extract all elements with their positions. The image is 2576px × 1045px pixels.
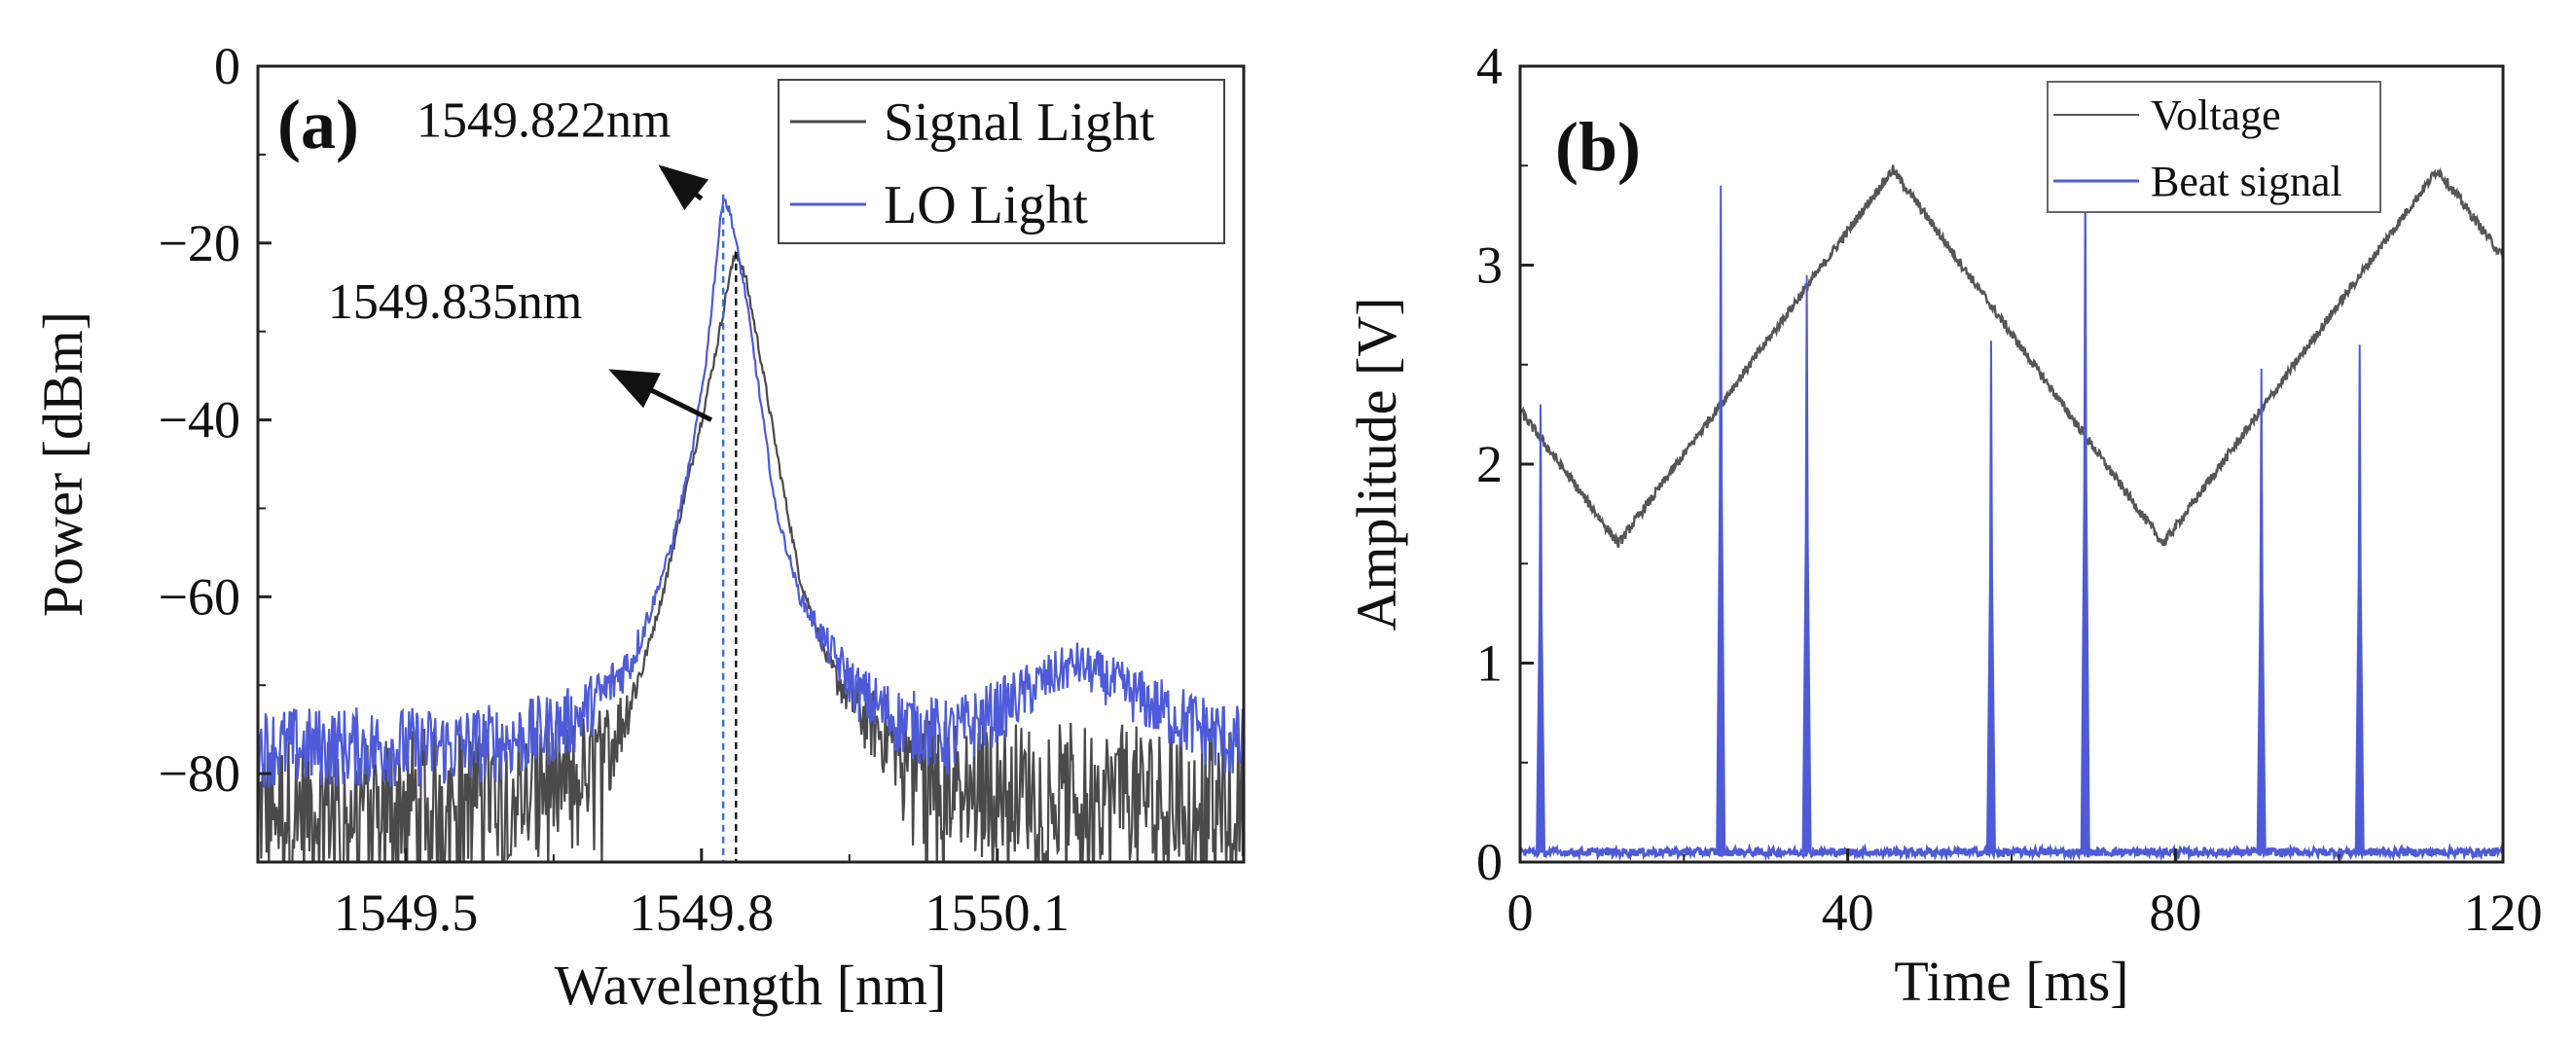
panel-a-xlabel: Wavelength [nm] [555,954,947,1017]
series-line-signal-light [258,250,1244,862]
panel-b-xtick-label: 40 [1822,883,1874,942]
legend-label-beat-signal: Beat signal [2151,158,2342,205]
beat-signal-peak [1536,404,1546,852]
panel-a-legend-box [778,79,1225,244]
annotation-arrow [658,164,709,211]
panel-a-xtick-label: 1550.1 [925,883,1070,942]
annotation-arrow [608,369,713,422]
panel-b-legend-box [2047,81,2381,213]
panel-b-ylabel: Amplitude [V] [1345,297,1408,631]
panel-b-xtick-label: 80 [2149,883,2201,942]
panel-a: 1549.5 1549.8 1550.1 0 −20 −40 −60 −80 (a) Sign… [31,37,1246,1017]
annotation-1549-835nm: 1549.835nm [328,274,582,330]
panel-a-ytick-label: −60 [159,567,240,626]
panel-a-tag: (a) [277,86,359,163]
panel-a-ytick-label: −20 [159,214,240,272]
panel-b-ytick-label: 0 [1476,833,1503,891]
series-line-voltage [1520,164,2503,549]
panel-a-frame [256,64,1246,864]
panel-a-ylabel: Power [dBm] [31,311,94,617]
panel-a-ytick-label: 0 [214,37,240,95]
panel-b-legend: Voltage Beat signal [2047,81,2381,213]
beat-signal-peak [1985,341,1996,852]
panel-b-xtick-label: 120 [2464,883,2543,942]
series-line-lo-light [258,198,1244,788]
beat-signal-peak [1801,274,1812,852]
panel-a-xtick-label: 1549.5 [334,883,479,942]
beat-signal-peak [2080,165,2090,852]
beat-signal-peak [2354,344,2365,852]
legend-label-voltage: Voltage [2151,91,2281,139]
annotation-1549-822nm: 1549.822nm [417,93,671,149]
panel-b-xlabel: Time [ms] [1894,950,2128,1013]
beat-signal-peak [1716,185,1726,852]
panel-b: 0 40 80 120 0 1 2 3 4 (b) Voltage Beat signal Ti… [1345,37,2543,1013]
panel-a-xtick-label: 1549.8 [630,883,775,942]
panel-a-legend: Signal Light LO Light [778,79,1225,244]
beat-signal-peak [2256,368,2267,852]
panel-b-ytick-label: 3 [1476,236,1503,295]
panel-b-tag: (b) [1555,108,1641,186]
panel-b-ytick-label: 1 [1476,634,1503,693]
legend-label-lo-light: LO Light [884,175,1088,235]
series-line-beat-signal [1520,842,2503,862]
panel-b-ytick-label: 2 [1476,435,1503,493]
panel-a-ytick-label: −80 [159,744,240,803]
panel-a-ytick-label: −40 [159,391,240,450]
panel-b-xtick-label: 0 [1507,883,1534,942]
panel-b-ytick-label: 4 [1476,37,1503,95]
legend-label-signal-light: Signal Light [884,92,1155,153]
